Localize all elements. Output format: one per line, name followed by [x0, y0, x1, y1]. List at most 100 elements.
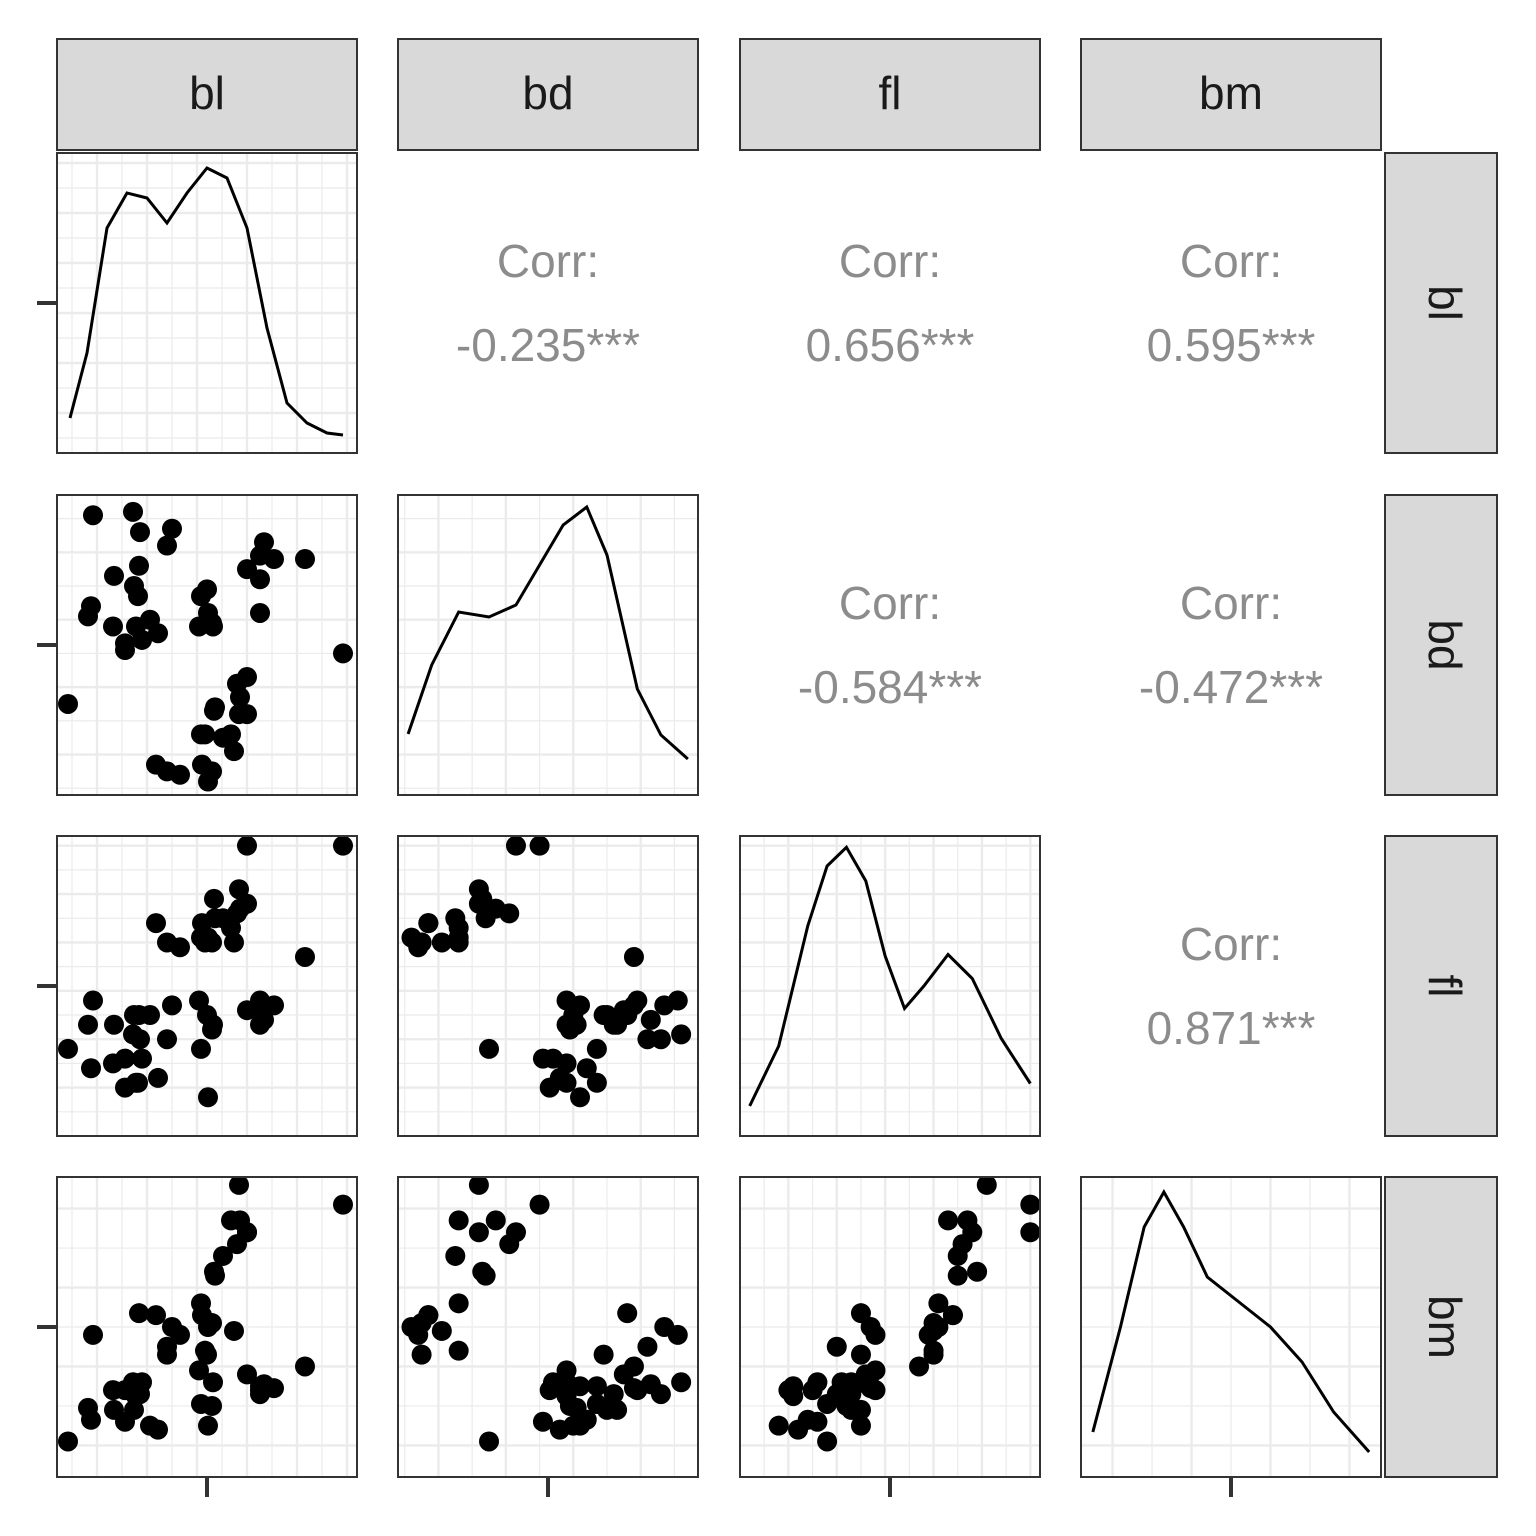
top-strip — [739, 38, 1041, 151]
point — [157, 1344, 177, 1365]
point — [532, 1411, 553, 1432]
point — [408, 1324, 429, 1345]
point — [83, 1324, 103, 1345]
strip-label: fl — [879, 67, 902, 119]
point — [124, 1399, 144, 1420]
point — [195, 1340, 215, 1361]
point — [104, 565, 124, 586]
strip-label: bl — [189, 67, 225, 119]
point — [952, 1234, 973, 1255]
panel — [739, 835, 1041, 1137]
point — [146, 1305, 166, 1326]
point — [162, 518, 182, 539]
point — [640, 1009, 661, 1030]
point — [115, 633, 135, 654]
point — [189, 1360, 209, 1381]
point — [104, 1014, 124, 1035]
point — [942, 1305, 963, 1326]
point — [129, 1303, 149, 1324]
point — [485, 1210, 506, 1231]
point — [802, 1380, 823, 1401]
point — [157, 761, 177, 782]
point — [957, 1210, 978, 1231]
point — [817, 1431, 838, 1452]
point — [203, 1372, 223, 1393]
point — [192, 754, 212, 775]
density-line — [406, 504, 689, 761]
point — [162, 995, 182, 1016]
point — [928, 1293, 949, 1314]
point — [570, 995, 591, 1016]
point — [468, 1177, 489, 1195]
point — [123, 1024, 143, 1045]
point — [250, 990, 270, 1011]
point — [333, 643, 353, 664]
point — [603, 1384, 624, 1405]
point — [505, 836, 526, 856]
point — [539, 1380, 560, 1401]
point — [468, 1222, 489, 1243]
point — [826, 1336, 847, 1357]
top-strip — [56, 38, 358, 151]
point — [797, 1409, 818, 1430]
panel-marks — [768, 1177, 1040, 1452]
corr-value: 0.871*** — [1147, 1002, 1316, 1054]
point — [195, 724, 215, 745]
point — [254, 532, 274, 553]
point — [124, 576, 144, 597]
panel — [397, 1176, 699, 1478]
panel — [1080, 1176, 1382, 1478]
point — [148, 623, 168, 644]
point — [1020, 1222, 1040, 1243]
point — [556, 1014, 577, 1035]
point — [671, 1372, 692, 1393]
point — [448, 932, 469, 953]
strip-label: bl — [1419, 285, 1471, 321]
right-strip — [1384, 494, 1498, 796]
top-strip — [1080, 38, 1382, 151]
corr-label: Corr: — [1180, 235, 1282, 287]
point — [230, 1210, 250, 1231]
point — [130, 522, 150, 543]
point — [468, 879, 489, 900]
corr-label: Corr: — [497, 235, 599, 287]
strip-label: fl — [1419, 975, 1471, 998]
point — [58, 693, 78, 714]
point — [768, 1415, 789, 1436]
point — [115, 1077, 135, 1098]
point — [976, 1177, 997, 1195]
panel — [56, 835, 358, 1137]
point — [157, 535, 177, 556]
point — [103, 616, 123, 637]
point — [237, 836, 257, 856]
top-strip — [397, 38, 699, 151]
point — [146, 913, 166, 934]
point — [132, 1048, 152, 1069]
corr-value: 0.595*** — [1147, 319, 1316, 371]
point — [865, 1380, 886, 1401]
point — [123, 501, 143, 522]
right-strip — [1384, 152, 1498, 454]
point — [637, 1029, 658, 1050]
point — [81, 1058, 101, 1079]
point — [778, 1380, 799, 1401]
corr-value: -0.235*** — [456, 319, 640, 371]
point — [576, 1058, 597, 1079]
point — [1020, 1194, 1040, 1215]
point — [640, 1374, 661, 1395]
point — [586, 1072, 607, 1093]
point — [418, 913, 439, 934]
panel-border — [397, 835, 699, 1137]
point — [83, 990, 103, 1011]
point — [529, 836, 550, 856]
point — [250, 602, 270, 623]
panel — [739, 1176, 1041, 1478]
point — [237, 1364, 257, 1385]
point — [204, 888, 224, 909]
point — [923, 1344, 944, 1365]
point — [124, 1005, 144, 1026]
point — [448, 1293, 469, 1314]
